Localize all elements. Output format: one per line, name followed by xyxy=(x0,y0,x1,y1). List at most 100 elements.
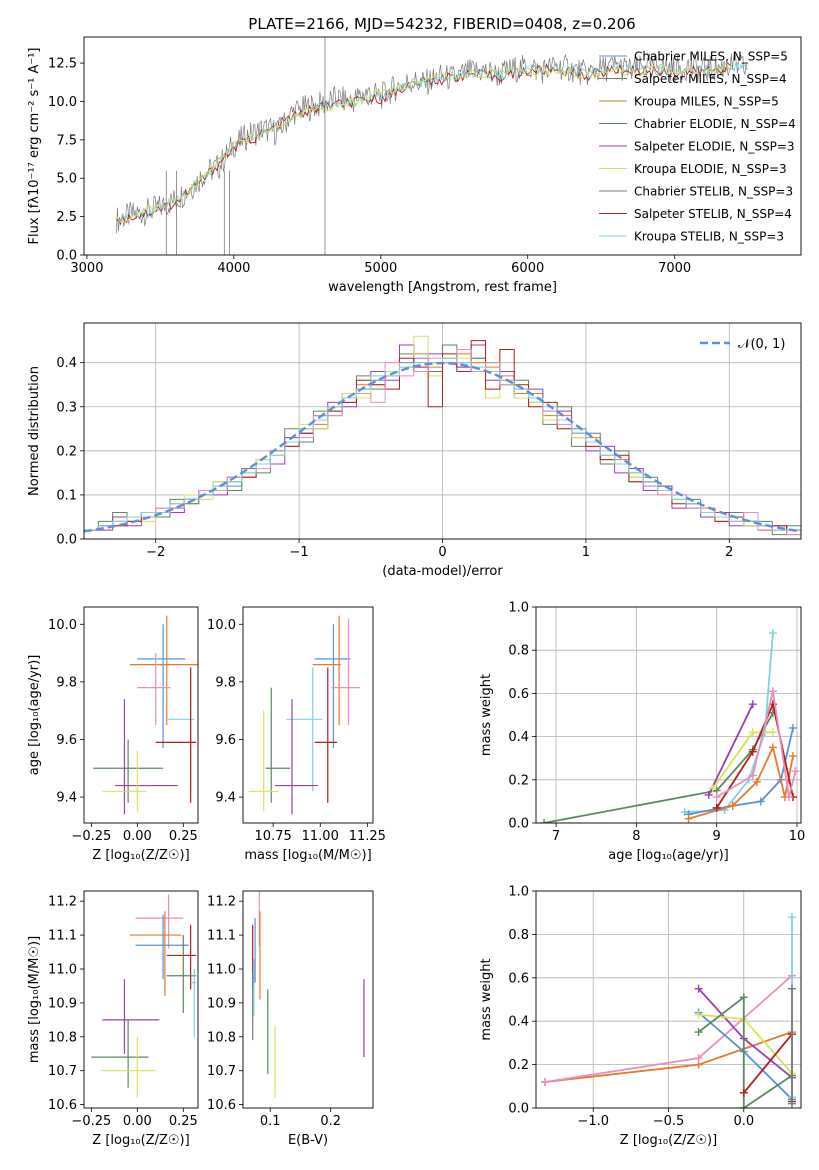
plot-area xyxy=(541,913,796,1108)
x-tick-label: 7000 xyxy=(658,261,691,276)
spectrum-line xyxy=(116,62,748,224)
y-tick-label: 0.2 xyxy=(508,1058,529,1073)
x-axis-label: mass [log₁₀(M/M☉)] xyxy=(244,848,371,863)
y-tick-label: 0.4 xyxy=(508,730,529,745)
x-tick-label: −2 xyxy=(146,545,165,560)
y-tick-label: 0.6 xyxy=(508,971,529,986)
y-tick-label: 11.1 xyxy=(48,929,77,944)
weight-series-line xyxy=(715,701,794,809)
y-tick-label: 10.6 xyxy=(207,1098,236,1113)
weight-marker xyxy=(680,808,689,817)
weight-marker xyxy=(694,1054,703,1063)
y-tick-label: 0.0 xyxy=(508,817,529,832)
weight-marker xyxy=(748,771,757,780)
weight-marker xyxy=(748,700,757,709)
weight-marker xyxy=(787,984,796,993)
legend-entry: Salpeter STELIB, N_SSP=4 xyxy=(634,207,792,221)
gaussian-curve xyxy=(84,361,801,533)
x-tick-label: 0.25 xyxy=(169,829,198,844)
y-tick-label: 1.0 xyxy=(508,885,529,900)
weight-marker xyxy=(541,1077,550,1086)
y-axis-label: mass [log₁₀(M/M☉)] xyxy=(27,936,42,1063)
y-tick-label: 11.0 xyxy=(48,962,77,977)
weight-series-line xyxy=(707,703,754,796)
panel-mass-vs-ebv: 0.1 0.2 10.6 10.7 10.8 10.9 11.0 11.1 11.2 E(B-V) xyxy=(207,890,374,1148)
x-tick-label: 9 xyxy=(713,829,721,844)
weight-marker xyxy=(748,747,757,756)
y-tick-label: 0.6 xyxy=(508,687,529,702)
weight-marker xyxy=(791,767,800,776)
y-tick-label: 9.8 xyxy=(215,675,236,690)
y-tick-label: 11.1 xyxy=(207,929,236,944)
weight-marker xyxy=(694,1028,703,1037)
x-axis-label: Z [log₁₀(Z/Z☉)] xyxy=(92,848,189,863)
y-tick-label: 10.0 xyxy=(48,618,77,633)
weight-marker xyxy=(540,819,549,823)
weight-marker xyxy=(787,913,796,922)
y-tick-label: 0.8 xyxy=(508,928,529,943)
spectrum-line xyxy=(115,64,732,223)
x-tick-label: 0.2 xyxy=(320,1114,341,1129)
weight-marker xyxy=(788,723,797,732)
y-tick-label: 0.4 xyxy=(508,1015,529,1030)
weight-series-line xyxy=(698,1011,793,1100)
panel-age-vs-z: −0.25 0.00 0.25 9.4 9.6 9.8 10.0 Z [log₁₀(Z/Z☉)… xyxy=(27,606,199,863)
y-tick-label: 0.4 xyxy=(56,356,77,371)
weight-marker xyxy=(768,728,777,737)
y-tick-label: 9.8 xyxy=(56,675,77,690)
legend-entry: Chabrier STELIB, N_SSP=3 xyxy=(634,185,793,199)
legend-entry: Salpeter ELODIE, N_SSP=3 xyxy=(634,140,795,154)
y-tick-label: 10.7 xyxy=(207,1064,236,1079)
y-tick-label: 9.6 xyxy=(215,733,236,748)
x-tick-label: 0.25 xyxy=(169,1114,198,1129)
x-tick-label: 5000 xyxy=(364,261,397,276)
x-tick-label: 6000 xyxy=(511,261,544,276)
weight-series-line xyxy=(698,995,793,1108)
weight-marker xyxy=(739,1104,748,1108)
x-axis-label: Z [log₁₀(Z/Z☉)] xyxy=(92,1133,189,1148)
y-tick-label: 0.8 xyxy=(508,644,529,659)
histogram-series xyxy=(84,357,801,539)
y-axis-label: mass weight xyxy=(479,958,494,1040)
panel-mass-vs-z: −0.25 0.00 0.25 10.6 10.7 10.8 10.9 11.0 11.1 11.… xyxy=(27,890,199,1148)
weight-marker xyxy=(728,801,737,810)
axes-frame xyxy=(535,606,802,824)
weight-marker xyxy=(768,687,777,696)
weight-marker xyxy=(787,1099,796,1108)
weight-marker xyxy=(752,777,761,786)
x-tick-label: 0.0 xyxy=(733,1114,754,1129)
y-tick-label: 10.7 xyxy=(48,1064,77,1079)
plot-area xyxy=(115,37,748,255)
y-tick-label: 9.4 xyxy=(215,791,236,806)
axes-frame xyxy=(83,606,199,824)
legend-entry: 𝒩(0, 1) xyxy=(738,337,785,352)
y-tick-label: 9.4 xyxy=(56,791,77,806)
x-axis-label: Z [log₁₀(Z/Z☉)] xyxy=(620,1133,717,1148)
y-axis-label: mass weight xyxy=(479,674,494,756)
y-tick-label: 0.2 xyxy=(508,773,529,788)
x-tick-label: 10 xyxy=(789,829,806,844)
weight-marker xyxy=(694,984,703,993)
y-tick-label: 2.5 xyxy=(56,210,77,225)
weight-series-line xyxy=(688,744,794,820)
plot-area xyxy=(252,891,365,1098)
weight-marker xyxy=(784,793,793,802)
figure-title: PLATE=2166, MJD=54232, FIBERID=0408, z=0… xyxy=(248,15,635,33)
legend-entry: Chabrier ELODIE, N_SSP=4 xyxy=(634,117,796,131)
weight-marker xyxy=(712,803,721,812)
weight-marker xyxy=(712,793,721,802)
weight-marker xyxy=(788,752,797,761)
x-tick-label: 3000 xyxy=(70,261,103,276)
y-tick-label: 5.0 xyxy=(56,172,77,187)
x-tick-label: 11.00 xyxy=(302,829,339,844)
spectrum-line xyxy=(115,51,748,234)
panel-residuals: −2 −1 0 1 2 0.0 0.1 0.2 0.3 0.4 (data-model)/error… xyxy=(27,322,802,579)
y-tick-label: 0.0 xyxy=(56,249,77,264)
axes-frame xyxy=(83,322,802,540)
y-tick-label: 10.9 xyxy=(207,996,236,1011)
plot-area xyxy=(93,615,198,815)
panel-age-vs-mass: 10.75 11.00 11.25 9.4 9.6 9.8 10.0 mass [log₁₀(… xyxy=(207,606,386,863)
weight-marker xyxy=(694,1010,703,1019)
weight-marker xyxy=(704,790,713,799)
